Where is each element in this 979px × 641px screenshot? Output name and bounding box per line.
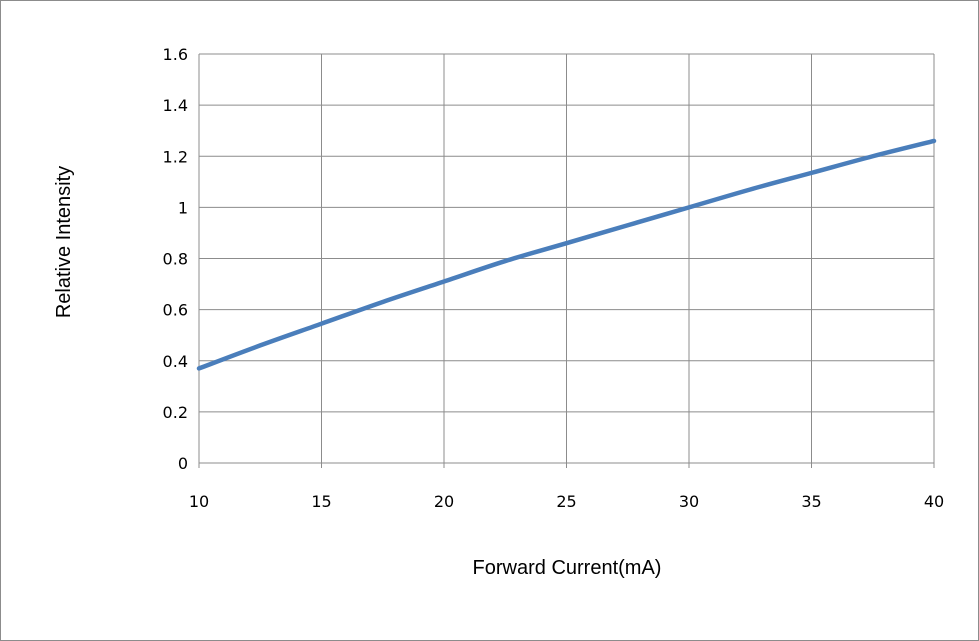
x-tick-label: 15 <box>311 492 331 511</box>
series-line <box>196 138 937 371</box>
x-tick-label: 40 <box>924 492 944 511</box>
y-tick-labels: 0 0.2 0.4 0.6 0.8 1 1.2 1.4 1.6 <box>163 45 188 473</box>
y-tick-label: 1.2 <box>163 147 188 166</box>
y-tick-label: 1 <box>178 198 188 217</box>
series-group <box>196 138 937 371</box>
y-tick-label: 0.6 <box>163 301 188 320</box>
x-tick-label: 20 <box>434 492 454 511</box>
x-tick-label: 25 <box>556 492 576 511</box>
x-axis-title: Forward Current(mA) <box>473 557 662 579</box>
x-tick-label: 35 <box>801 492 821 511</box>
y-tick-label: 0.4 <box>163 352 188 371</box>
x-tick-label: 10 <box>189 492 209 511</box>
y-tick-label: 0.2 <box>163 403 188 422</box>
y-tick-label: 1.4 <box>163 96 188 115</box>
y-axis-title: Relative Intensity <box>53 166 75 318</box>
y-tick-label: 1.6 <box>163 45 188 64</box>
x-tick-label: 30 <box>679 492 699 511</box>
y-tick-label: 0 <box>178 454 188 473</box>
y-tick-label: 0.8 <box>163 250 188 269</box>
x-tick-labels: 10 15 20 25 30 35 40 <box>189 492 944 511</box>
gridlines <box>198 53 935 468</box>
